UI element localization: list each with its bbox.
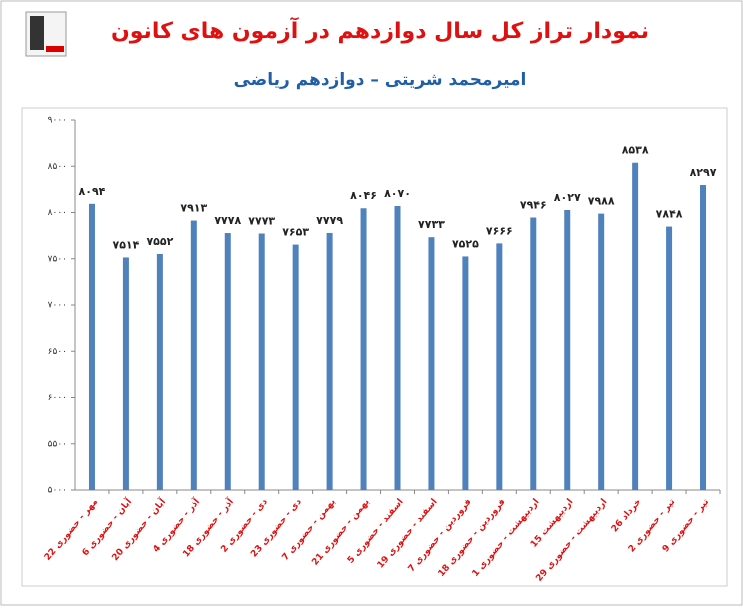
bar <box>224 233 231 490</box>
value-label: ۸۵۳۸ <box>622 144 649 157</box>
value-label: ۷۹۱۳ <box>180 202 207 215</box>
value-label: ۷۵۵۲ <box>146 235 173 248</box>
chart-subtitle: امیرمحمد شریتی – دوازدهم ریاضی <box>234 70 527 90</box>
chart-title: نمودار تراز کل سال دوازدهم در آزمون های … <box>111 16 649 44</box>
value-label: ۷۹۸۸ <box>588 195 615 208</box>
bar <box>530 217 537 490</box>
value-label: ۸۰۲۷ <box>554 191 581 204</box>
y-tick-label: ۶۵۰۰ <box>48 347 67 357</box>
bar <box>122 257 129 490</box>
value-label: ۷۷۷۹ <box>316 214 343 227</box>
value-label: ۷۸۴۸ <box>656 208 683 221</box>
bar <box>496 243 503 490</box>
bar <box>326 232 333 490</box>
bar <box>394 206 401 490</box>
bar <box>666 226 673 490</box>
value-label: ۸۰۴۶ <box>350 189 377 202</box>
value-label: ۸۰۹۴ <box>79 185 106 198</box>
y-tick-label: ۵۰۰۰ <box>48 486 67 496</box>
bar <box>360 208 367 490</box>
value-label: ۸۰۷۰ <box>384 187 411 200</box>
bar <box>700 185 707 490</box>
value-label: ۷۶۵۳ <box>282 226 309 239</box>
bar <box>190 220 197 491</box>
value-label: ۷۷۷۳ <box>248 214 275 227</box>
y-tick-label: ۷۰۰۰ <box>48 301 67 311</box>
value-label: ۷۹۴۶ <box>520 198 547 211</box>
bar <box>632 162 639 491</box>
value-label: ۸۲۹۷ <box>690 166 717 179</box>
value-label: ۷۵۲۵ <box>452 237 479 250</box>
value-label: ۷۷۷۸ <box>214 214 241 227</box>
y-tick-label: ۷۵۰۰ <box>48 254 67 264</box>
bar <box>292 244 299 490</box>
bar <box>156 253 163 490</box>
value-label: ۷۶۶۶ <box>486 224 513 237</box>
bar <box>88 203 95 490</box>
bar <box>564 210 571 490</box>
bar <box>462 256 469 490</box>
y-tick-label: ۸۵۰۰ <box>48 162 67 172</box>
y-tick-label: ۵۵۰۰ <box>48 439 67 449</box>
bar <box>258 233 265 490</box>
y-tick-label: ۹۰۰۰ <box>48 116 67 126</box>
bar <box>428 237 435 490</box>
logo <box>25 11 67 57</box>
y-tick-label: ۶۰۰۰ <box>48 393 67 403</box>
value-label: ۷۷۳۳ <box>418 218 445 231</box>
value-label: ۷۵۱۴ <box>112 238 139 251</box>
plot-frame <box>21 107 728 587</box>
y-tick-label: ۸۰۰۰ <box>48 208 67 218</box>
bar <box>598 213 605 491</box>
